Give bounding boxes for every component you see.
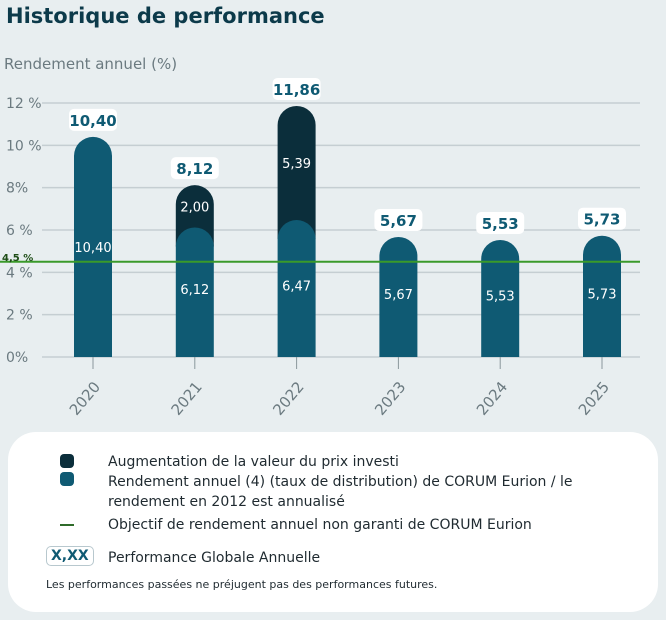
total-label: 5,53 xyxy=(482,215,519,233)
bar-label-yield: 6,12 xyxy=(180,283,209,298)
bar-yield xyxy=(74,136,112,357)
x-tick-label: 2021 xyxy=(168,378,206,419)
legend-swatch-increase xyxy=(60,454,74,468)
total-badge xyxy=(374,208,423,231)
disclaimer: Les performances passées ne préjugent pa… xyxy=(46,578,438,591)
legend-label-yield: Rendement annuel (4) (taux de distributi… xyxy=(108,474,573,510)
x-tick-label: 2024 xyxy=(473,378,511,419)
x-tick-label: 2025 xyxy=(575,378,613,419)
x-tick-label: 2020 xyxy=(66,378,104,419)
y-tick-label: 6 % xyxy=(6,223,33,239)
page-title: Historique de performance xyxy=(6,4,325,28)
legend-label-increase: Augmentation de la valeur du prix invest… xyxy=(108,454,399,470)
target-label: 4,5 % xyxy=(2,253,33,264)
total-badge xyxy=(578,207,626,230)
legend-swatch-yield xyxy=(60,472,74,486)
y-tick-label: 10 % xyxy=(6,138,42,154)
total-badge xyxy=(272,77,321,100)
x-tick-label: 2023 xyxy=(371,378,409,419)
bar-label-yield: 10,40 xyxy=(74,241,111,256)
bar-label-yield: 5,73 xyxy=(588,287,617,302)
bar-label-yield: 5,67 xyxy=(384,288,413,303)
total-label: 5,67 xyxy=(380,212,417,230)
legend-panel: Augmentation de la valeur du prix invest… xyxy=(8,432,658,612)
total-badge xyxy=(476,211,525,234)
total-label: 11,86 xyxy=(273,81,320,99)
total-badge xyxy=(69,108,117,131)
y-tick-label: 0% xyxy=(6,350,28,366)
y-axis-title: Rendement annuel (%) xyxy=(4,55,178,73)
bar-yield xyxy=(175,227,214,357)
total-badge xyxy=(170,157,219,180)
bar-label-increase: 5,39 xyxy=(282,157,311,172)
y-tick-label: 2 % xyxy=(6,308,33,324)
bar-label-yield: 5,53 xyxy=(486,289,515,304)
legend-label-total: Performance Globale Annuelle xyxy=(108,550,321,566)
performance-chart: 0% 2 % 4 % 6 % 8% 10 % 12 % 10,40 10,40 2020 2,00 6… xyxy=(0,77,640,419)
legend-badge-total: X,XX xyxy=(46,546,94,566)
bar-yield xyxy=(277,220,316,357)
y-tick-label: 4 % xyxy=(6,265,33,281)
y-tick-label: 8% xyxy=(6,181,28,197)
bar-label-yield: 6,47 xyxy=(282,280,311,295)
y-tick-label: 12 % xyxy=(6,96,42,112)
bar-yield xyxy=(481,239,520,357)
bar-yield xyxy=(379,236,418,357)
bar-increase xyxy=(277,105,316,240)
legend-line-target xyxy=(60,524,74,526)
x-tick-label: 2022 xyxy=(269,378,307,419)
total-label: 5,73 xyxy=(583,211,620,229)
bar-yield xyxy=(583,235,621,357)
bar-label-increase: 2,00 xyxy=(180,200,209,215)
legend-label-target: Objectif de rendement annuel non garanti… xyxy=(108,517,532,533)
total-label: 10,40 xyxy=(69,112,116,130)
total-label: 8,12 xyxy=(176,160,213,178)
